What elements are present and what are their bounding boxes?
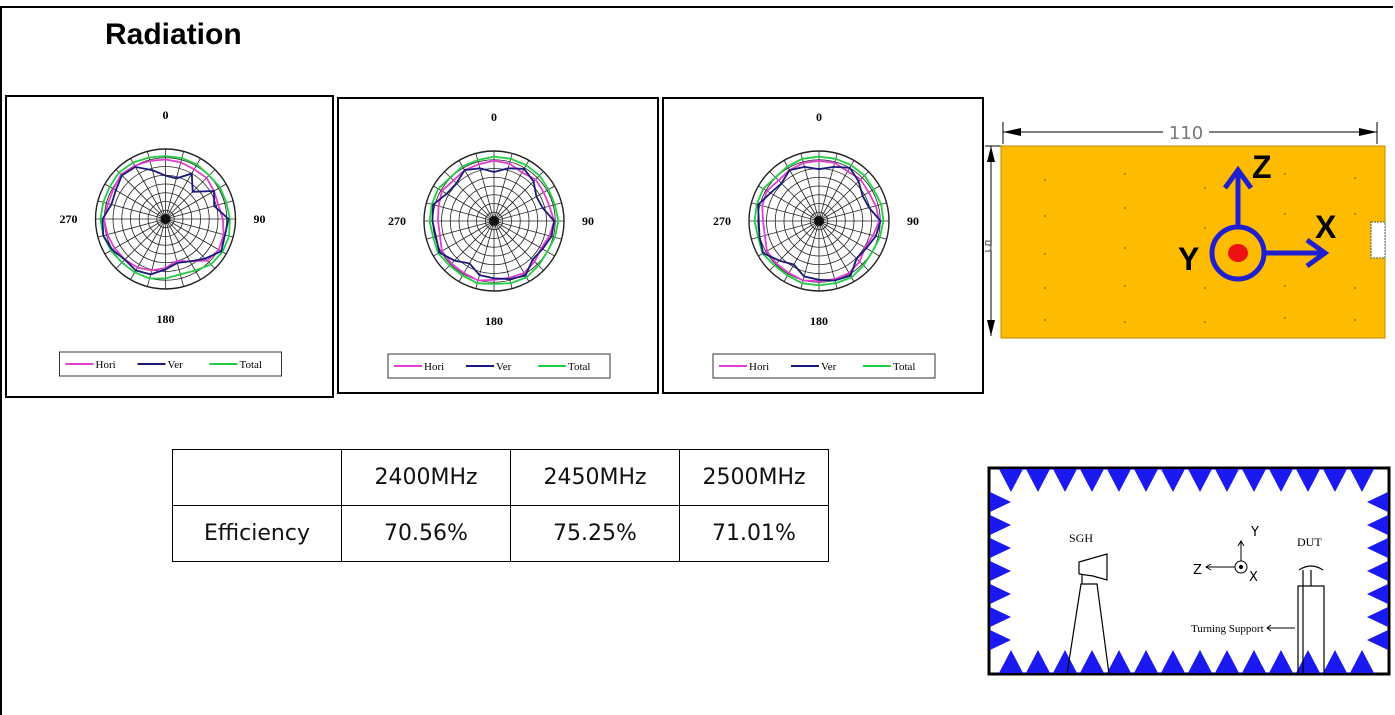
page-frame	[0, 6, 1393, 715]
turning-support-label: Turning Support	[1191, 623, 1264, 635]
sgh-label: SGH	[1069, 531, 1093, 545]
axis-y-label: Y	[1178, 241, 1199, 277]
chamber-axes-icon	[1205, 540, 1248, 574]
angle-label-180: 180	[810, 314, 828, 328]
angle-label-270: 270	[713, 214, 731, 228]
angle-label-0: 0	[163, 108, 169, 122]
sgh-antenna-icon	[1066, 553, 1110, 675]
angle-label-0: 0	[491, 110, 497, 124]
axis-z-label: Z	[1252, 149, 1272, 185]
angle-label-270: 270	[388, 214, 406, 228]
polar-plot-1: 0 90 180 270 Hori Ver Total	[5, 95, 334, 398]
angle-label-90: 90	[582, 214, 594, 228]
chamber-axis-y: Y	[1250, 525, 1259, 540]
legend-label: Ver	[496, 361, 512, 373]
angle-label-90: 90	[907, 214, 919, 228]
legend-label: Hori	[749, 361, 769, 373]
legend-label: Ver	[821, 361, 837, 373]
connector-icon	[1370, 221, 1386, 259]
row-label-cell: Efficiency	[172, 505, 342, 562]
dut-support-icon	[1297, 565, 1325, 675]
legend-label: Total	[240, 359, 262, 371]
coordinate-axes	[1209, 165, 1330, 282]
header-cell: 2450MHz	[510, 449, 680, 506]
hori-curve	[761, 159, 881, 283]
page-title: Radiation	[105, 18, 242, 51]
header-cell: 2500MHz	[679, 449, 829, 506]
polar-plot-3: 0 90 180 270 Hori Ver Total	[662, 97, 984, 394]
angle-label-180: 180	[485, 314, 503, 328]
table-header-row: 2400MHz 2450MHz 2500MHz	[172, 449, 829, 506]
pcb-board	[1000, 145, 1386, 339]
anechoic-chamber-diagram: SGH DUT Turning Support Y Z X	[987, 466, 1391, 676]
ver-curve	[431, 167, 556, 281]
board-diagram: 110 5 Z X Y	[985, 122, 1386, 339]
total-curve	[428, 155, 560, 285]
dut-label: DUT	[1297, 535, 1322, 549]
axis-x-label: X	[1315, 209, 1337, 245]
value-cell: 71.01%	[679, 505, 829, 562]
value-cell: 70.56%	[341, 505, 511, 562]
chamber-axis-z: Z	[1193, 563, 1202, 578]
angle-label-90: 90	[254, 212, 266, 226]
angle-label-180: 180	[157, 312, 175, 326]
header-cell: 2400MHz	[341, 449, 511, 506]
board-height-label: 5	[985, 237, 993, 256]
legend-label: Hori	[96, 359, 116, 371]
total-curve	[99, 155, 231, 280]
legend-label: Total	[568, 361, 590, 373]
legend-label: Ver	[168, 359, 184, 371]
angle-label-270: 270	[60, 212, 78, 226]
table-row: Efficiency 70.56% 75.25% 71.01%	[172, 505, 829, 562]
total-curve	[753, 155, 885, 287]
angle-label-0: 0	[816, 110, 822, 124]
polar-plot-2: 0 90 180 270 Hori Ver Total	[337, 97, 659, 394]
ver-curve	[757, 165, 882, 282]
ver-curve	[101, 165, 230, 276]
legend-label: Hori	[424, 361, 444, 373]
header-cell	[172, 449, 342, 506]
legend-label: Total	[893, 361, 915, 373]
value-cell: 75.25%	[510, 505, 680, 562]
legend-box	[387, 353, 611, 379]
legend-box	[712, 353, 936, 379]
legend-box	[59, 351, 282, 377]
hori-curve	[437, 159, 556, 282]
board-width-label: 110	[1169, 123, 1203, 144]
efficiency-table: 2400MHz 2450MHz 2500MHz Efficiency 70.56…	[172, 449, 829, 562]
chamber-axis-x: X	[1249, 570, 1258, 585]
